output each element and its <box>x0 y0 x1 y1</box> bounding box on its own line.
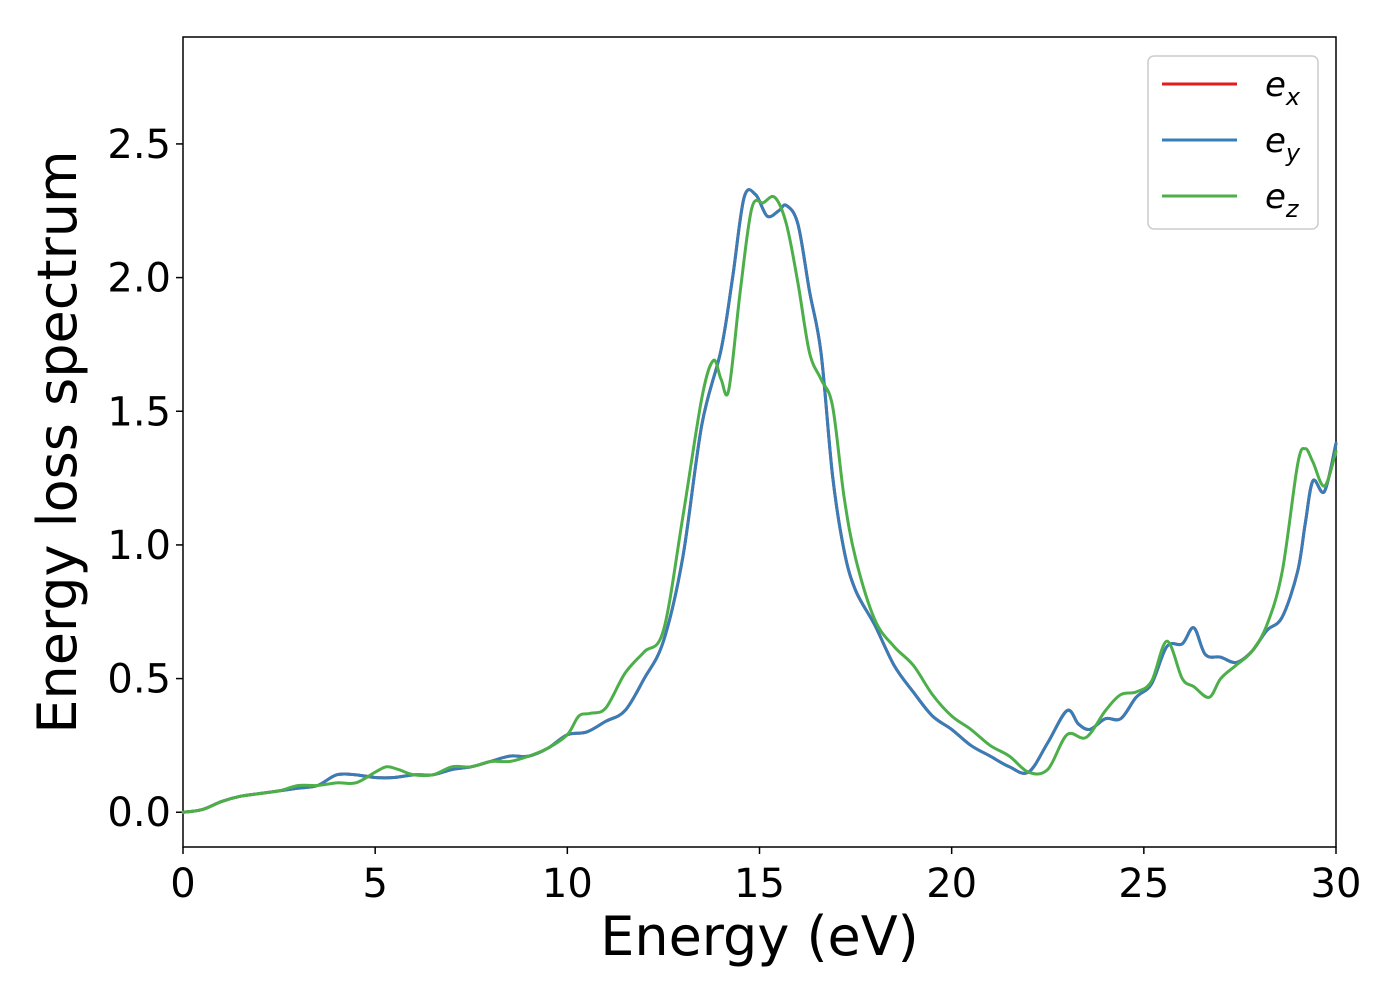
legend-label-base: e <box>1265 177 1286 217</box>
x-tick-label: 20 <box>926 861 977 907</box>
legend-label-ey: ey <box>1265 121 1301 167</box>
x-tick-label: 5 <box>362 861 387 907</box>
series-line-ex <box>181 188 1338 814</box>
series-line-ey <box>181 188 1338 814</box>
legend-label-ez: ez <box>1265 177 1300 223</box>
legend-label-base: e <box>1265 65 1286 105</box>
legend-label-base: e <box>1265 121 1286 161</box>
series-lines <box>181 188 1338 814</box>
x-axis-title: Energy (eV) <box>600 905 919 968</box>
x-tick-label: 0 <box>170 861 195 907</box>
legend-label-subscript: z <box>1285 195 1300 223</box>
y-tick-label: 1.0 <box>107 523 171 569</box>
y-axis: 0.0 0.5 1.0 1.5 2.0 2.5 <box>107 122 183 836</box>
x-axis: 0 5 10 15 20 25 30 <box>170 847 1361 907</box>
legend-box <box>1147 55 1319 230</box>
x-tick-label: 30 <box>1311 861 1362 907</box>
y-axis-title: Energy loss spectrum <box>26 150 89 733</box>
legend-label-ex: ex <box>1265 65 1301 111</box>
y-tick-label: 1.5 <box>107 389 171 435</box>
y-tick-label: 0.5 <box>107 657 171 703</box>
x-tick-label: 10 <box>542 861 593 907</box>
series-line-ez <box>181 194 1338 814</box>
legend-label-subscript: x <box>1285 83 1301 111</box>
y-tick-label: 2.0 <box>107 256 171 302</box>
x-tick-label: 15 <box>734 861 785 907</box>
y-tick-label: 2.5 <box>107 122 171 168</box>
y-tick-label: 0.0 <box>107 790 171 836</box>
x-tick-label: 25 <box>1118 861 1169 907</box>
legend-label-subscript: y <box>1285 139 1301 167</box>
